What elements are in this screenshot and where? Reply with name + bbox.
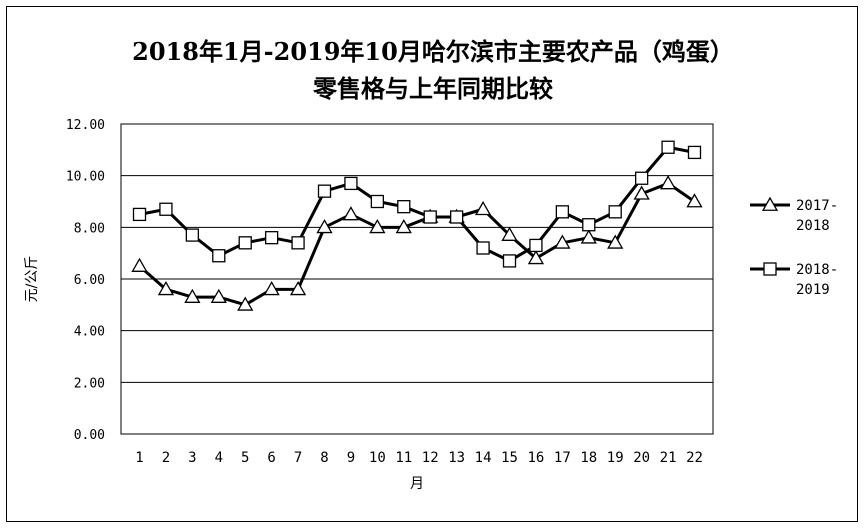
- x-tick-label: 16: [527, 450, 544, 466]
- x-tick-label: 21: [660, 450, 677, 466]
- data-point-triangle: [210, 288, 227, 303]
- legend-label: 2018: [796, 218, 830, 234]
- y-tick-label: 2.00: [74, 376, 105, 391]
- legend-marker: [761, 196, 779, 211]
- x-tick-label: 4: [215, 450, 223, 466]
- data-point-triangle: [157, 281, 175, 296]
- data-point-square: [687, 145, 702, 160]
- data-point-square: [555, 205, 570, 219]
- legend-label: 2018-: [796, 262, 838, 278]
- data-point-square: [634, 171, 649, 185]
- x-tick-label: 1: [135, 450, 143, 466]
- x-tick-label: 5: [241, 450, 249, 466]
- data-point-square: [344, 176, 358, 191]
- x-axis-label: 月: [410, 476, 424, 492]
- data-point-triangle: [342, 206, 360, 221]
- data-point-square: [449, 210, 464, 224]
- legend-label: 2019: [796, 282, 830, 298]
- data-point-triangle: [369, 219, 386, 234]
- plot-area: [120, 123, 714, 435]
- x-tick-label: 3: [188, 450, 196, 466]
- data-point-square: [185, 228, 200, 242]
- chart-canvas: 2018年1月-2019年10月哈尔滨市主要农产品（鸡蛋） 零售格与上年同期比较…: [24, 37, 838, 492]
- data-point-triangle: [131, 257, 148, 272]
- data-point-triangle: [237, 296, 254, 311]
- legend-marker: [763, 262, 777, 276]
- data-point-triangle: [686, 193, 703, 208]
- data-point-triangle: [580, 229, 597, 244]
- x-tick-label: 8: [320, 450, 328, 466]
- y-tick-label: 8.00: [74, 221, 105, 236]
- data-point-triangle: [554, 234, 571, 249]
- y-tick-label: 12.00: [66, 118, 105, 133]
- data-point-square: [423, 210, 437, 224]
- data-point-square: [317, 184, 332, 198]
- data-point-triangle: [501, 226, 518, 241]
- legend-item: 2018- 2019: [750, 262, 838, 298]
- data-point-triangle: [184, 288, 201, 303]
- x-tick-label: 13: [448, 450, 465, 466]
- chart-title-line-1: 2018年1月-2019年10月哈尔滨市主要农产品（鸡蛋）: [132, 37, 734, 66]
- series-2018-2019: [132, 140, 702, 268]
- x-tick-label: 19: [607, 450, 624, 466]
- data-point-square: [529, 238, 543, 253]
- data-point-triangle: [263, 281, 280, 296]
- y-tick-label: 6.00: [74, 273, 105, 288]
- data-point-triangle: [527, 250, 545, 265]
- data-point-square: [608, 205, 622, 219]
- legend-label: 2017-: [796, 198, 838, 214]
- x-tick-label: 7: [294, 450, 302, 466]
- series-group: [131, 140, 703, 311]
- x-tick-label: 17: [554, 450, 571, 466]
- data-point-triangle: [395, 219, 412, 234]
- x-tick-label: 6: [267, 450, 275, 466]
- data-point-square: [132, 207, 147, 222]
- legend: 2017- 2018 2018- 2019: [750, 196, 838, 298]
- y-tick-label: 0.00: [74, 428, 105, 443]
- x-tick-label: 11: [395, 450, 412, 466]
- x-tick-label: 20: [633, 450, 650, 466]
- data-point-square: [661, 140, 675, 154]
- y-tick-label: 4.00: [74, 325, 105, 340]
- data-point-square: [582, 218, 596, 232]
- series-2017-2018: [131, 175, 703, 311]
- data-point-square: [212, 249, 226, 263]
- x-tick-label: 10: [369, 450, 386, 466]
- x-tick-label: 22: [686, 450, 703, 466]
- series-line: [139, 145, 695, 263]
- y-axis-label: 元/公斤: [24, 256, 40, 303]
- gridlines: [121, 175, 713, 383]
- chart-frame: 2018年1月-2019年10月哈尔滨市主要农产品（鸡蛋） 零售格与上年同期比较…: [6, 6, 858, 522]
- data-point-square: [264, 231, 279, 245]
- data-point-square: [291, 236, 305, 250]
- x-tick-label: 2: [162, 450, 170, 466]
- data-point-triangle: [633, 185, 650, 200]
- x-tick-label: 15: [501, 450, 518, 466]
- data-point-square: [370, 194, 385, 209]
- data-point-triangle: [289, 281, 307, 296]
- data-point-triangle: [607, 234, 624, 249]
- chart-title-line-2: 零售格与上年同期比较: [312, 74, 553, 103]
- x-tick-label: 9: [347, 450, 355, 466]
- x-axis-ticks: 1 2 3 4 5 6 7 8 9 10 11 12 13 14 15 16 17 18 19 20 21 22: [135, 450, 703, 466]
- data-point-triangle: [316, 219, 333, 234]
- data-point-square: [502, 254, 517, 268]
- x-tick-label: 18: [580, 450, 597, 466]
- data-point-square: [397, 200, 411, 214]
- legend-item: 2017- 2018: [750, 196, 838, 234]
- data-point-square: [476, 241, 490, 255]
- x-tick-label: 12: [422, 450, 439, 466]
- data-point-square: [159, 202, 173, 216]
- y-axis-ticks: 0.00 2.00 4.00 6.00 8.00 10.00 12.00: [66, 118, 105, 443]
- x-tick-label: 14: [475, 450, 492, 466]
- data-point-square: [238, 236, 252, 250]
- series-line: [138, 181, 696, 307]
- data-point-triangle: [474, 200, 492, 216]
- data-point-triangle: [659, 175, 677, 190]
- y-tick-label: 10.00: [66, 170, 105, 185]
